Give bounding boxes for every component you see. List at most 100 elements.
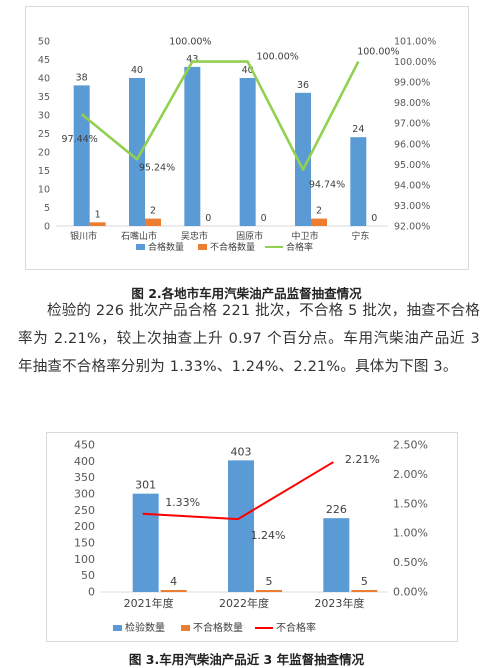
y2-tick-label: 2.50% (393, 439, 428, 452)
y-tick-label: 200 (74, 520, 95, 533)
y-tick-label: 50 (38, 37, 50, 48)
bar-primary (184, 66, 201, 227)
figure3-caption: 图 3.车用汽柴油产品近 3 年监督抽查情况 (128, 652, 365, 667)
legend-label: 不合格数量 (210, 241, 255, 253)
rate-value-label: 1.33% (165, 496, 200, 509)
bar-value-label: 24 (352, 124, 364, 135)
y2-tick-label: 100.00% (394, 57, 436, 68)
bar-primary (132, 493, 159, 592)
legend-label: 检验数量 (125, 621, 165, 634)
category-label: 宁东 (351, 230, 369, 242)
category-label: 吴忠市 (181, 230, 208, 242)
y2-tick-label: 1.50% (393, 497, 428, 510)
legend-label: 不合格率 (276, 621, 316, 634)
bar-primary (129, 78, 145, 226)
legend-label: 不合格数量 (193, 621, 243, 634)
rate-value-label: 1.24% (251, 529, 286, 542)
rate-line (80, 60, 360, 171)
y-tick-label: 450 (74, 439, 95, 452)
bar-value-label: 38 (76, 72, 88, 83)
bar-secondary (351, 590, 378, 592)
y-tick-label: 15 (38, 166, 50, 177)
y-tick-label: 300 (74, 488, 95, 501)
category-label: 2023年度 (314, 596, 364, 610)
bar-secondary (160, 590, 187, 592)
bar-secondary (145, 218, 161, 226)
rate-line (142, 461, 334, 521)
rate-value-label: 100.00% (169, 37, 211, 48)
bar-value-label: 226 (326, 503, 347, 516)
rate-value-label: 100.00% (357, 47, 399, 58)
bar-primary (323, 518, 350, 592)
y-tick-label: 0 (88, 586, 95, 599)
legend-swatch (181, 625, 190, 631)
bar-value-label: 403 (231, 445, 252, 458)
category-label: 2022年度 (219, 596, 269, 610)
bar-value-label: 43 (186, 54, 198, 65)
y2-tick-label: 2.00% (393, 468, 428, 481)
bar-value-label: 40 (131, 65, 143, 76)
y-tick-label: 20 (38, 148, 50, 159)
y-tick-label: 100 (74, 553, 95, 566)
y-tick-label: 40 (38, 74, 50, 85)
y2-tick-label: 1.00% (393, 527, 428, 540)
bar-value-label: 5 (361, 575, 368, 588)
y2-tick-label: 101.00% (394, 37, 436, 48)
bar-value-label: 0 (371, 213, 377, 224)
bar-primary (350, 137, 367, 226)
y-tick-label: 250 (74, 504, 95, 517)
y2-tick-label: 93.00% (394, 201, 430, 212)
category-label: 固原市 (236, 230, 263, 242)
y-tick-label: 5 (44, 203, 50, 214)
y-tick-label: 0 (44, 222, 50, 233)
y2-tick-label: 0.00% (393, 586, 428, 599)
body-paragraph: 检验的 226 批次产品合格 221 批次，不合格 5 批次，抽查不合格率为 2… (18, 297, 480, 381)
bar-secondary (89, 222, 106, 226)
y2-tick-label: 94.00% (394, 180, 430, 191)
figure2-caption: 图 2.各地市车用汽柴油产品监督抽查情况 (131, 286, 362, 301)
y-tick-label: 400 (74, 455, 95, 468)
y-tick-label: 30 (38, 111, 50, 122)
bar-primary (73, 85, 90, 227)
legend-label: 合格率 (286, 241, 313, 253)
legend-swatch (113, 625, 122, 631)
y2-tick-label: 92.00% (394, 222, 430, 233)
paragraph-text: 检验的 226 批次产品合格 221 批次，不合格 5 批次，抽查不合格率为 2… (18, 303, 480, 375)
y-tick-label: 150 (74, 537, 95, 550)
rate-value-label: 100.00% (257, 52, 299, 63)
y2-tick-label: 0.50% (393, 556, 428, 569)
rate-value-label: 2.21% (345, 453, 380, 466)
y2-tick-label: 98.00% (394, 98, 430, 109)
y2-tick-label: 96.00% (394, 139, 430, 150)
bar-primary (239, 78, 256, 226)
category-label: 中卫市 (291, 230, 318, 242)
category-label: 银川市 (70, 230, 97, 242)
bar-value-label: 5 (266, 575, 273, 588)
chart-yearly-inspection: 0 50 100 150 200 250 300 350 400 450 0.00% 0.50% 1.0… (46, 432, 458, 642)
y-tick-label: 350 (74, 471, 95, 484)
y-tick-label: 35 (38, 92, 50, 103)
chart-regional-svg: 0510152025303540455092.00%93.00%94.00%95… (38, 37, 436, 254)
bar-primary (228, 460, 254, 592)
category-label: 2021年度 (124, 596, 174, 610)
legend-swatch (136, 244, 145, 250)
bar-value-label: 4 (170, 575, 177, 588)
y-tick-label: 10 (38, 185, 50, 196)
bar-value-label: 2 (150, 206, 156, 217)
bar-secondary (311, 218, 327, 226)
category-label: 石嘴山市 (121, 230, 157, 242)
bar-value-label: 36 (297, 80, 309, 91)
bar-value-label: 40 (242, 65, 254, 76)
bar-value-label: 0 (261, 213, 267, 224)
bar-value-label: 0 (205, 213, 211, 224)
legend-label: 合格数量 (148, 241, 184, 253)
chart-regional-inspection: 0 5 10 15 20 25 30 35 40 45 50 92.00% 93.00% 94.00% 95… (25, 6, 469, 270)
bar-value-label: 1 (95, 209, 101, 220)
y-tick-label: 50 (81, 569, 95, 582)
y2-tick-label: 95.00% (394, 160, 430, 171)
bar-primary (295, 92, 311, 226)
y-tick-label: 45 (38, 55, 50, 66)
rate-value-label: 94.74% (309, 180, 345, 191)
bar-secondary (256, 590, 282, 592)
legend-swatch (198, 244, 207, 250)
